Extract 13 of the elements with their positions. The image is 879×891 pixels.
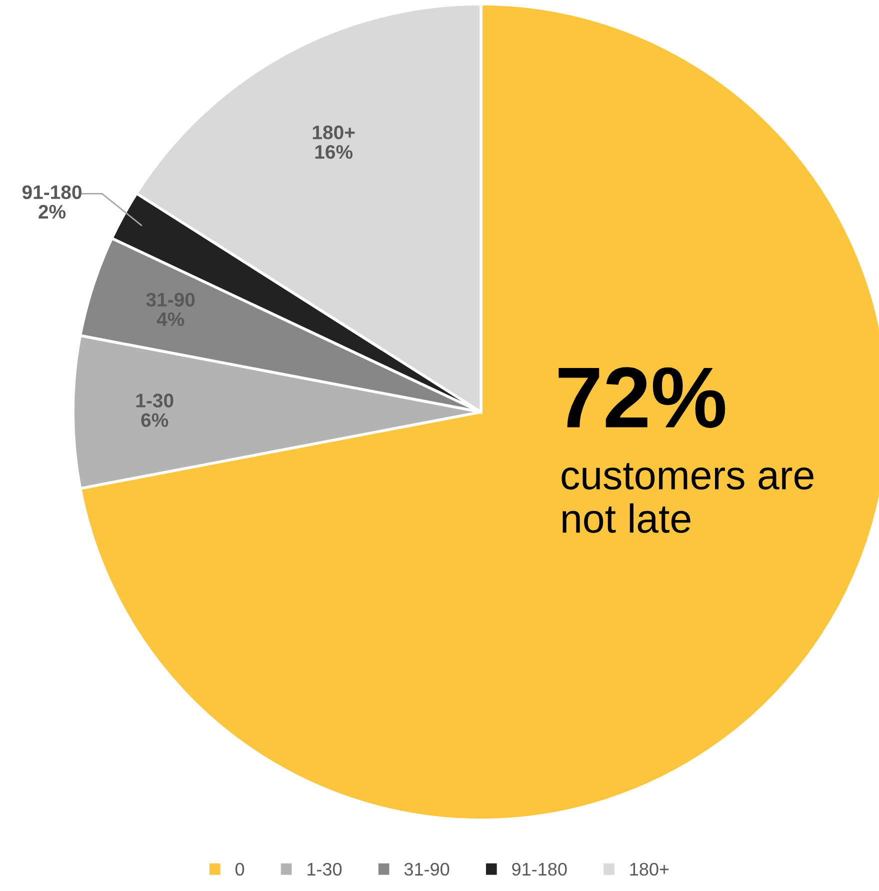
legend-label: 31-90 [404, 862, 450, 876]
slice-label: 0 [235, 862, 244, 876]
data-label: 2% [38, 204, 66, 219]
data-label: 16% [315, 145, 353, 159]
legend-label: 91-180 [512, 862, 567, 876]
slice-label: 180+ [312, 126, 355, 140]
legend-label: 1-30 [308, 862, 342, 876]
text: 72% [558, 367, 726, 428]
text: customers are not late [562, 463, 814, 533]
data-label: 6% [141, 413, 168, 427]
slice-label: 1-30 [136, 394, 174, 408]
legend-label: 180+ [630, 862, 669, 876]
slice-label: 91-180 [22, 185, 82, 200]
